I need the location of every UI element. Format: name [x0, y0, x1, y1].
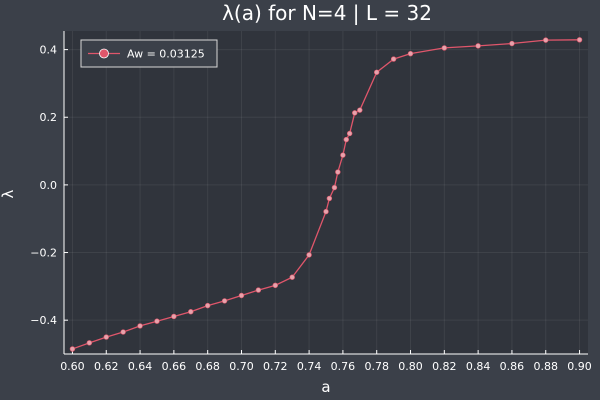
- data-point: [204, 302, 211, 309]
- data-point: [137, 323, 143, 329]
- data-point: [343, 136, 349, 143]
- y-tick-label: −0.4: [30, 314, 57, 327]
- legend-marker-swatch: [99, 48, 109, 59]
- x-tick-label: 0.62: [94, 360, 119, 373]
- data-point: [352, 110, 358, 116]
- data-point: [346, 130, 353, 137]
- data-point: [576, 37, 583, 43]
- y-axis-ticks: −0.4 −0.2 0.0 0.2 0.4: [30, 44, 68, 327]
- data-point: [86, 340, 93, 346]
- data-point: [374, 69, 380, 75]
- axes: [63, 31, 588, 355]
- x-tick-label: 0.84: [466, 360, 491, 373]
- data-point: [543, 37, 549, 43]
- data-point: [255, 287, 262, 293]
- data-point: [238, 292, 245, 299]
- chart-title: λ(a) for N=4 | L = 32: [222, 1, 432, 25]
- data-point: [306, 252, 312, 258]
- y-tick-label: −0.2: [30, 247, 57, 260]
- x-tick-label: 0.74: [297, 360, 322, 373]
- x-tick-label: 0.66: [162, 360, 187, 373]
- series-layer: [69, 37, 583, 352]
- data-point: [188, 309, 194, 315]
- x-tick-label: 0.78: [364, 360, 389, 373]
- x-tick-label: 0.72: [263, 360, 288, 373]
- series-line: [72, 39, 580, 350]
- data-point: [272, 282, 278, 289]
- x-tick-label: 0.88: [533, 360, 558, 373]
- data-point: [441, 45, 448, 51]
- data-point: [340, 152, 346, 158]
- y-axis-label: λ: [0, 189, 17, 198]
- data-point: [335, 169, 341, 175]
- data-point: [103, 334, 109, 340]
- data-point: [390, 56, 397, 62]
- y-tick-label: 0.4: [40, 44, 58, 57]
- x-axis-ticks: 0.60 0.62 0.64 0.66 0.68 0.70 0.72 0.74 0.76 0.78…: [60, 350, 592, 373]
- grid: [64, 31, 588, 354]
- data-point: [221, 298, 228, 304]
- plot-area: [64, 31, 588, 354]
- data-point: [171, 313, 177, 320]
- x-axis-label: a: [321, 378, 330, 396]
- x-tick-label: 0.68: [195, 360, 220, 373]
- data-point: [289, 274, 295, 280]
- data-point: [331, 184, 338, 191]
- x-tick-label: 0.82: [432, 360, 457, 373]
- x-tick-label: 0.76: [331, 360, 356, 373]
- data-point: [509, 40, 515, 47]
- legend: Aw = 0.03125: [80, 39, 218, 68]
- y-tick-label: 0.2: [40, 111, 58, 124]
- data-point: [326, 195, 333, 202]
- x-tick-label: 0.86: [500, 360, 525, 373]
- x-tick-label: 0.60: [60, 360, 85, 373]
- y-tick-label: 0.0: [40, 179, 58, 192]
- x-tick-label: 0.64: [128, 360, 153, 373]
- data-point: [357, 107, 363, 113]
- data-point: [120, 329, 126, 335]
- data-point: [69, 346, 76, 352]
- data-point: [407, 50, 414, 57]
- x-tick-label: 0.70: [229, 360, 254, 373]
- data-point: [475, 43, 481, 49]
- x-tick-label: 0.90: [567, 360, 592, 373]
- x-tick-label: 0.80: [398, 360, 423, 373]
- data-point: [323, 208, 329, 215]
- legend-label: Aw = 0.03125: [127, 48, 205, 61]
- data-point: [154, 318, 160, 324]
